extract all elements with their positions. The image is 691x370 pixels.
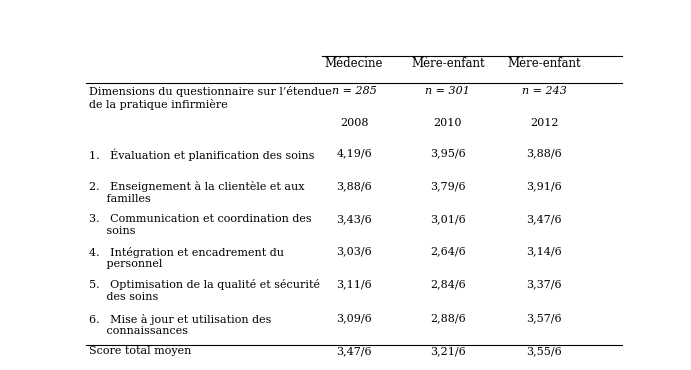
Text: 2,88/6: 2,88/6	[430, 314, 466, 324]
Text: Mère-enfant: Mère-enfant	[411, 57, 484, 70]
Text: 3,37/6: 3,37/6	[527, 279, 562, 289]
Text: Mère-enfant: Mère-enfant	[507, 57, 581, 70]
Text: 3,47/6: 3,47/6	[337, 346, 372, 356]
Text: 3,14/6: 3,14/6	[527, 247, 562, 257]
Text: n = 285: n = 285	[332, 86, 377, 96]
Text: 3.   Communication et coordination des
     soins: 3. Communication et coordination des soi…	[89, 214, 312, 236]
Text: 3,88/6: 3,88/6	[337, 181, 372, 191]
Text: 3,79/6: 3,79/6	[430, 181, 466, 191]
Text: 6.   Mise à jour et utilisation des
     connaissances: 6. Mise à jour et utilisation des connai…	[89, 314, 272, 336]
Text: 3,91/6: 3,91/6	[527, 181, 562, 191]
Text: Médecine: Médecine	[325, 57, 384, 70]
Text: 3,47/6: 3,47/6	[527, 214, 562, 224]
Text: Dimensions du questionnaire sur l’étendue
de la pratique infirmière: Dimensions du questionnaire sur l’étendu…	[89, 86, 332, 110]
Text: 3,43/6: 3,43/6	[337, 214, 372, 224]
Text: 3,09/6: 3,09/6	[337, 314, 372, 324]
Text: 3,03/6: 3,03/6	[337, 247, 372, 257]
Text: 2010: 2010	[434, 118, 462, 128]
Text: 2012: 2012	[530, 118, 558, 128]
Text: 5.   Optimisation de la qualité et sécurité
     des soins: 5. Optimisation de la qualité et sécurit…	[89, 279, 320, 302]
Text: 2.   Enseignement à la clientèle et aux
     familles: 2. Enseignement à la clientèle et aux fa…	[89, 181, 305, 204]
Text: n = 243: n = 243	[522, 86, 567, 96]
Text: 4.   Intégration et encadrement du
     personnel: 4. Intégration et encadrement du personn…	[89, 247, 284, 269]
Text: 3,57/6: 3,57/6	[527, 314, 562, 324]
Text: 3,95/6: 3,95/6	[430, 148, 466, 158]
Text: 2,84/6: 2,84/6	[430, 279, 466, 289]
Text: 2,64/6: 2,64/6	[430, 247, 466, 257]
Text: 3,11/6: 3,11/6	[337, 279, 372, 289]
Text: 3,55/6: 3,55/6	[527, 346, 562, 356]
Text: 3,88/6: 3,88/6	[527, 148, 562, 158]
Text: n = 301: n = 301	[426, 86, 471, 96]
Text: Score total moyen: Score total moyen	[89, 346, 191, 356]
Text: 3,21/6: 3,21/6	[430, 346, 466, 356]
Text: 4,19/6: 4,19/6	[337, 148, 372, 158]
Text: 1.   Évaluation et planification des soins: 1. Évaluation et planification des soins	[89, 148, 314, 161]
Text: 3,01/6: 3,01/6	[430, 214, 466, 224]
Text: 2008: 2008	[340, 118, 368, 128]
